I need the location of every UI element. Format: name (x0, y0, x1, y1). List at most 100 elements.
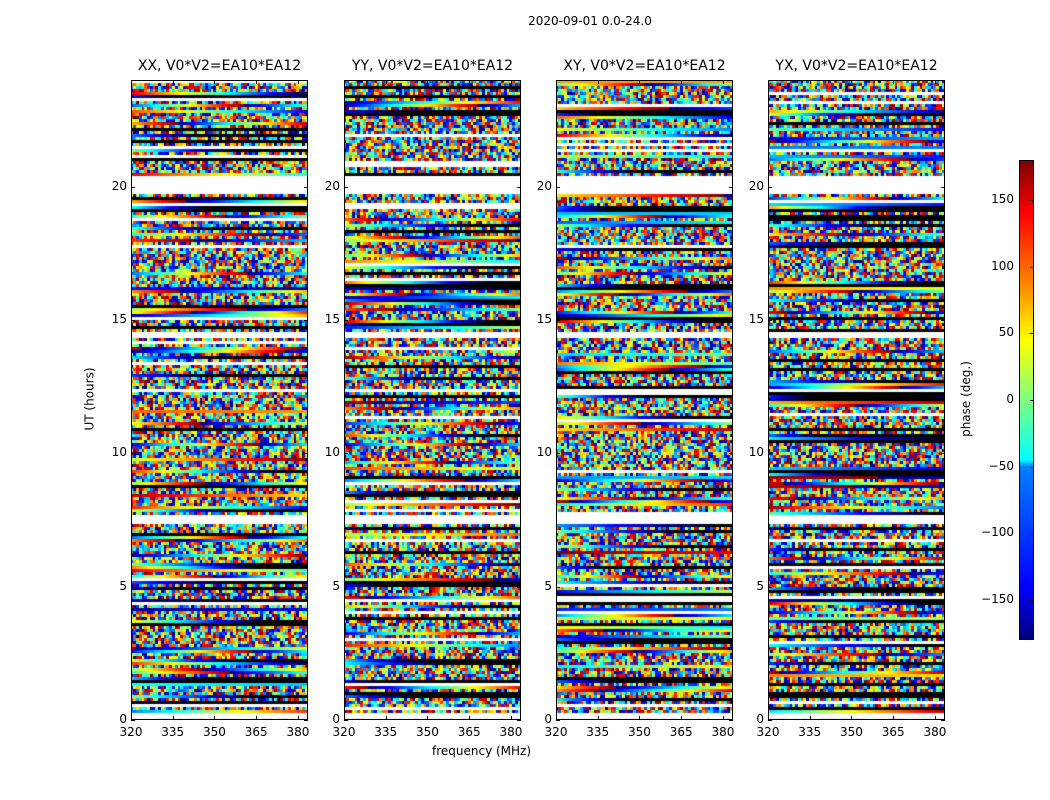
panel-title: XX, V0*V2=EA10*EA12 (137, 58, 302, 74)
y-tick-mark (556, 586, 560, 588)
x-tick-mark (851, 716, 853, 720)
y-tick-mark (941, 586, 945, 588)
y-tick-mark (344, 720, 348, 721)
x-tick-mark (809, 80, 811, 84)
y-tick-label: 10 (111, 445, 127, 460)
colorbar-tick-label: 0 (1006, 392, 1014, 406)
y-tick-label: 20 (324, 178, 340, 193)
x-tick-mark (172, 80, 174, 84)
x-tick-label: 350 (416, 725, 439, 739)
colorbar-tick-label: −150 (981, 592, 1014, 606)
y-tick-mark (768, 320, 772, 321)
x-tick-label: 320 (544, 725, 568, 739)
x-tick-label: 380 (711, 725, 735, 739)
x-tick-mark (256, 716, 258, 720)
panel-title: YX, V0*V2=EA10*EA12 (775, 58, 938, 74)
y-tick-mark (344, 453, 348, 455)
y-tick-label: 5 (332, 578, 340, 593)
panel-title: YY, V0*V2=EA10*EA12 (351, 58, 514, 74)
x-tick-label: 380 (499, 725, 523, 739)
x-tick-mark (556, 716, 557, 720)
y-tick-mark (131, 320, 135, 321)
x-tick-label: 365 (457, 725, 481, 739)
y-tick-label: 10 (536, 445, 552, 460)
y-tick-label: 0 (544, 712, 552, 726)
x-tick-mark (344, 80, 345, 84)
x-tick-label: 335 (374, 725, 398, 739)
x-tick-mark (297, 716, 299, 720)
y-tick-label: 0 (332, 712, 340, 726)
y-tick-label: 5 (544, 578, 552, 593)
heatmap-panel-1: YY, V0*V2=EA10*EA12 320 335 350 365 380 0 5 10 15… (325, 58, 523, 739)
y-tick-label: 20 (111, 178, 127, 193)
y-tick-mark (941, 453, 945, 455)
x-tick-mark (722, 716, 724, 720)
x-tick-label: 335 (586, 725, 610, 739)
x-tick-mark (809, 716, 811, 720)
x-tick-mark (131, 80, 132, 84)
y-tick-mark (768, 586, 772, 588)
y-tick-mark (556, 720, 560, 721)
heatmap-image (556, 80, 733, 720)
x-tick-mark (681, 716, 683, 720)
y-tick-label: 15 (748, 312, 764, 326)
x-tick-label: 365 (669, 725, 693, 739)
colorbar-label: phase (deg.) (958, 361, 973, 437)
colorbar-tick-mark (1030, 600, 1034, 601)
heatmap-panel-0: XX, V0*V2=EA10*EA12 320 335 350 365 380 0 5 10 15… (112, 58, 310, 739)
x-tick-label: 365 (881, 725, 905, 739)
y-tick-mark (941, 186, 945, 188)
x-tick-mark (510, 80, 512, 84)
y-tick-mark (768, 186, 772, 188)
x-tick-label: 320 (332, 725, 356, 739)
x-tick-label: 350 (203, 725, 226, 739)
y-tick-mark (344, 186, 348, 188)
x-tick-mark (344, 716, 345, 720)
heatmap-image (131, 80, 308, 720)
y-tick-mark (304, 320, 308, 321)
y-tick-mark (304, 453, 308, 455)
x-tick-mark (851, 80, 853, 84)
x-tick-label: 335 (798, 725, 822, 739)
x-tick-label: 350 (840, 725, 863, 739)
y-tick-label: 10 (324, 445, 340, 460)
y-tick-mark (517, 453, 521, 455)
x-tick-mark (768, 80, 769, 84)
y-tick-label: 15 (536, 312, 552, 326)
x-tick-mark (934, 80, 936, 84)
x-tick-mark (510, 716, 512, 720)
y-tick-mark (304, 720, 308, 721)
x-tick-mark (768, 716, 769, 720)
y-tick-label: 10 (748, 445, 764, 460)
x-axis-label: frequency (MHz) (432, 744, 532, 758)
panel-title: XY, V0*V2=EA10*EA12 (563, 58, 726, 74)
y-tick-label: 0 (119, 712, 127, 726)
y-tick-mark (517, 320, 521, 321)
x-tick-label: 350 (628, 725, 651, 739)
y-tick-mark (556, 186, 560, 188)
y-tick-mark (304, 586, 308, 588)
y-tick-mark (344, 320, 348, 321)
y-tick-label: 5 (756, 578, 764, 593)
x-tick-mark (597, 716, 599, 720)
y-tick-label: 5 (119, 578, 127, 593)
y-tick-label: 20 (748, 178, 764, 193)
x-tick-mark (639, 80, 641, 84)
y-tick-mark (131, 720, 135, 721)
y-tick-label: 20 (536, 178, 552, 193)
x-tick-mark (934, 716, 936, 720)
colorbar-tick-mark (1030, 400, 1034, 401)
y-tick-mark (768, 720, 772, 721)
y-tick-label: 0 (756, 712, 764, 726)
x-tick-mark (427, 716, 429, 720)
y-tick-mark (729, 720, 733, 721)
y-tick-mark (729, 586, 733, 588)
x-tick-mark (469, 80, 471, 84)
x-tick-label: 365 (244, 725, 268, 739)
colorbar-tick-label: 50 (998, 325, 1014, 340)
y-tick-mark (941, 320, 945, 321)
colorbar-tick-mark (1030, 200, 1034, 201)
y-tick-mark (517, 186, 521, 188)
heatmap-image (768, 80, 945, 720)
